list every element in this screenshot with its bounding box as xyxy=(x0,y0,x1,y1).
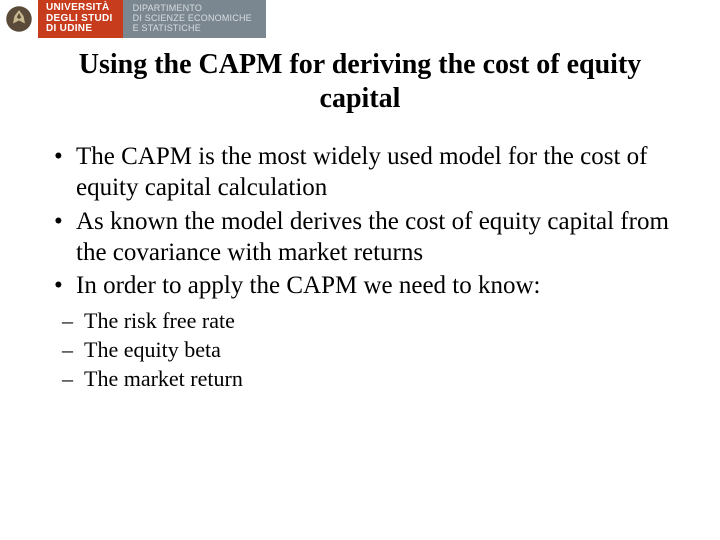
dept-line3: E STATISTICHE xyxy=(133,24,252,34)
uni-line3: DI UDINE xyxy=(46,24,113,35)
bullet-item: The CAPM is the most widely used model f… xyxy=(50,141,670,204)
sub-bullet-item: The risk free rate xyxy=(62,307,720,336)
sub-bullet-list: The risk free rate The equity beta The m… xyxy=(62,307,720,393)
university-logo xyxy=(0,0,38,38)
slide-title: Using the CAPM for deriving the cost of … xyxy=(40,48,680,115)
sub-bullet-item: The equity beta xyxy=(62,336,720,365)
bullet-item: As known the model derives the cost of e… xyxy=(50,206,670,269)
bullet-item: In order to apply the CAPM we need to kn… xyxy=(50,270,670,301)
header-bar: UNIVERSITÀ DEGLI STUDI DI UDINE DIPARTIM… xyxy=(0,0,720,38)
department-name-block: DIPARTIMENTO DI SCIENZE ECONOMICHE E STA… xyxy=(123,0,266,38)
eagle-crest-icon xyxy=(4,4,34,34)
sub-bullet-item: The market return xyxy=(62,365,720,394)
university-name-block: UNIVERSITÀ DEGLI STUDI DI UDINE xyxy=(38,0,123,38)
bullet-list: The CAPM is the most widely used model f… xyxy=(50,141,670,301)
